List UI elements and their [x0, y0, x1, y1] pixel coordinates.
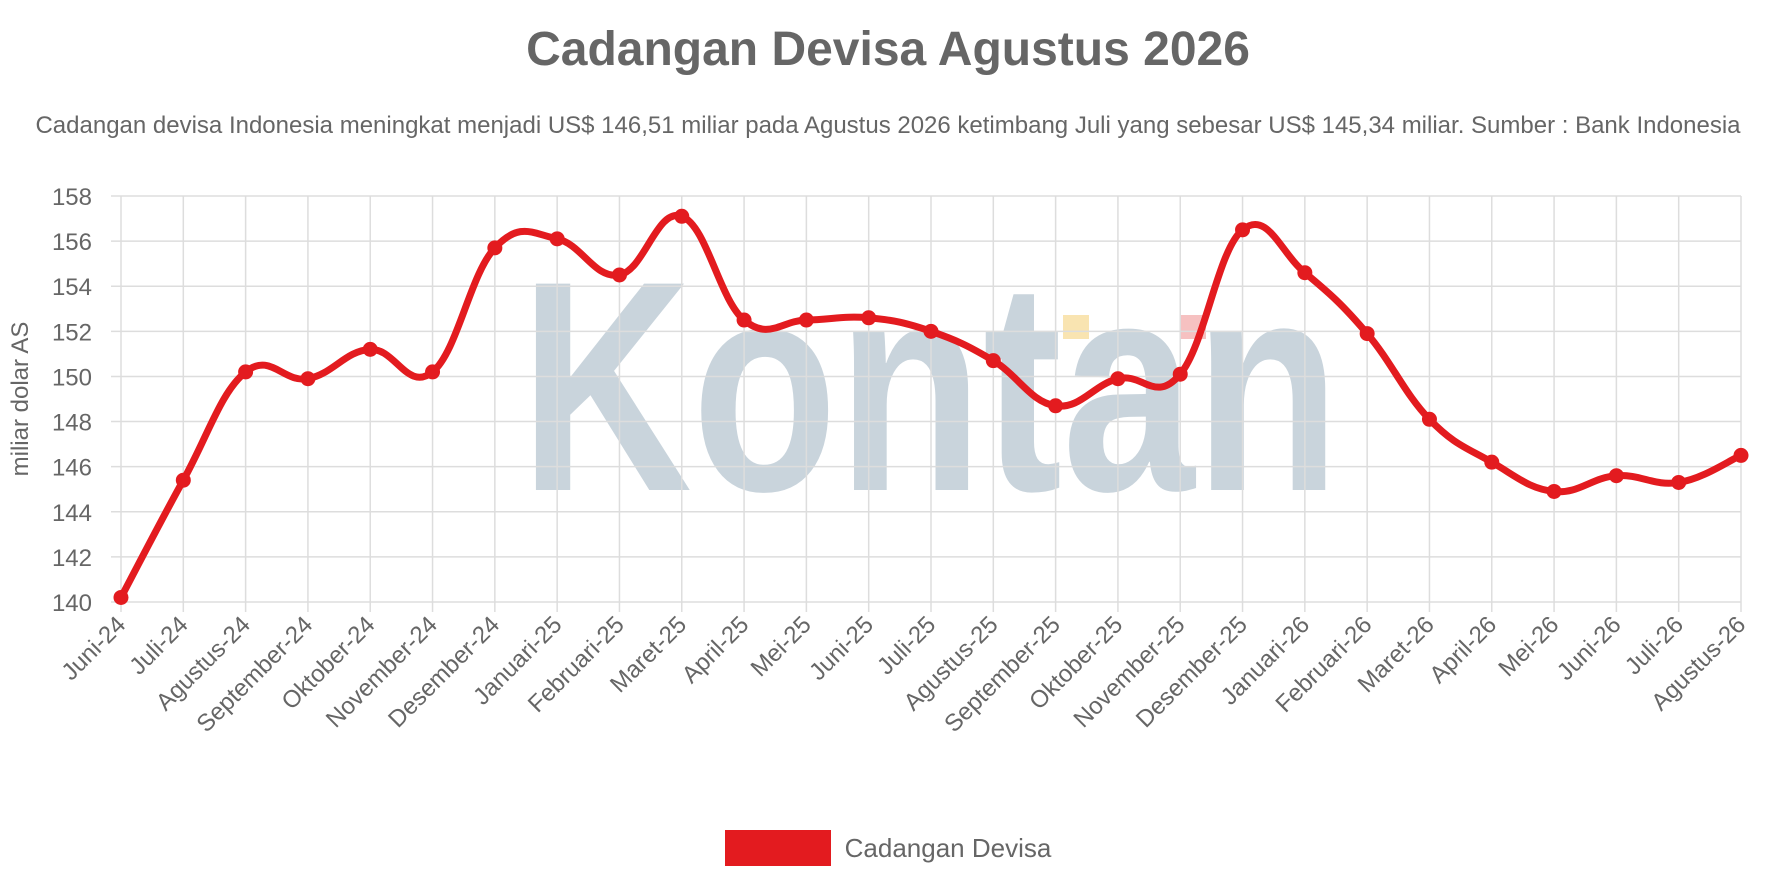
- data-point[interactable]: [1608, 468, 1624, 484]
- data-point[interactable]: [736, 312, 752, 328]
- legend-swatch: [724, 830, 831, 866]
- data-point[interactable]: [674, 208, 690, 224]
- data-point[interactable]: [861, 310, 877, 326]
- chart-title: Cadangan Devisa Agustus 2026: [526, 23, 1250, 76]
- y-tick-label: 142: [52, 545, 92, 572]
- data-point[interactable]: [113, 589, 129, 605]
- series-line-group: [113, 208, 1749, 605]
- data-point[interactable]: [549, 231, 565, 247]
- data-point[interactable]: [238, 364, 254, 380]
- x-tick-label: April-26: [1424, 611, 1502, 689]
- y-tick-label: 144: [52, 500, 92, 527]
- data-point[interactable]: [1297, 265, 1313, 281]
- line-chart: Kontan 140 142 144 146 148 150 152 154 156 158 Ju…: [7, 184, 1751, 738]
- x-tick-label: Juni-26: [1552, 611, 1627, 686]
- data-point[interactable]: [1359, 326, 1375, 342]
- data-point[interactable]: [487, 240, 503, 256]
- x-tick-label: Juni-24: [56, 611, 131, 686]
- watermark-text: Kontan: [520, 218, 1340, 554]
- data-point[interactable]: [611, 267, 627, 283]
- legend: Cadangan Devisa: [0, 830, 1776, 866]
- chart-subtitle: Cadangan devisa Indonesia meningkat menj…: [35, 112, 1741, 139]
- data-point[interactable]: [923, 323, 939, 339]
- data-point[interactable]: [175, 472, 191, 488]
- y-tick-label: 154: [52, 274, 92, 301]
- y-axis-label: miliar dolar AS: [7, 322, 34, 477]
- data-point[interactable]: [1733, 447, 1749, 463]
- watermark-accent-yellow: [1063, 315, 1089, 339]
- x-tick-label: April-25: [677, 611, 755, 689]
- legend-label: Cadangan Devisa: [844, 832, 1052, 863]
- data-point[interactable]: [1235, 222, 1251, 238]
- data-point[interactable]: [1421, 411, 1437, 427]
- y-tick-label: 146: [52, 455, 92, 482]
- data-point[interactable]: [362, 341, 378, 357]
- data-point[interactable]: [985, 353, 1001, 369]
- data-point[interactable]: [1110, 371, 1126, 387]
- data-point[interactable]: [1484, 454, 1500, 470]
- x-tick-label: Mei-26: [1493, 611, 1564, 682]
- y-tick-label: 152: [52, 319, 92, 346]
- data-point[interactable]: [1048, 398, 1064, 414]
- data-point[interactable]: [300, 371, 316, 387]
- data-point[interactable]: [1172, 366, 1188, 382]
- data-point[interactable]: [1671, 474, 1687, 490]
- y-tick-label: 150: [52, 364, 92, 391]
- grid: [111, 195, 1742, 612]
- y-tick-label: 156: [52, 229, 92, 256]
- y-tick-label: 148: [52, 410, 92, 437]
- x-tick-label: Juni-25: [804, 611, 879, 686]
- data-point[interactable]: [1546, 483, 1562, 499]
- data-point[interactable]: [425, 364, 441, 380]
- watermark-logo: Kontan: [520, 218, 1340, 554]
- x-tick-label: Mei-25: [746, 611, 817, 682]
- y-axis: 140 142 144 146 148 150 152 154 156 158: [52, 184, 92, 617]
- x-axis: Juni-24Juli-24Agustus-24September-24Okto…: [56, 611, 1751, 738]
- y-tick-label: 158: [52, 184, 92, 211]
- data-point[interactable]: [798, 312, 814, 328]
- y-tick-label: 140: [52, 590, 92, 617]
